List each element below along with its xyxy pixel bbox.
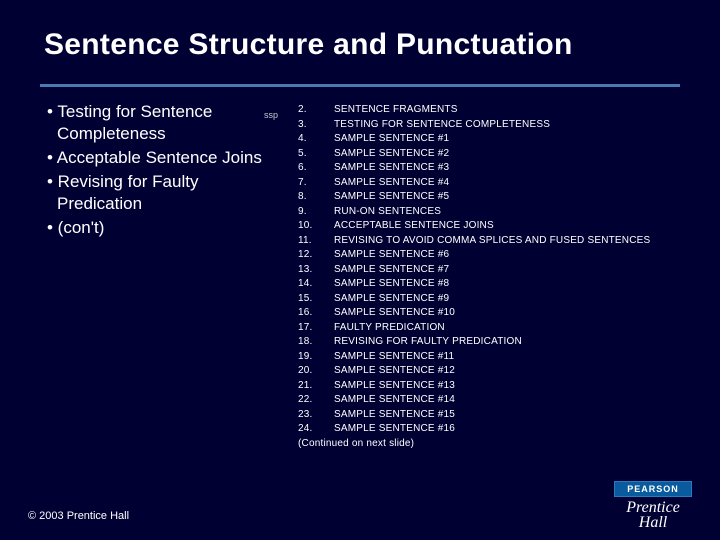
outline-row: 8.SAMPLE SENTENCE #5 — [298, 190, 650, 205]
outline-number: 20. — [298, 364, 334, 379]
outline-row: 22.SAMPLE SENTENCE #14 — [298, 393, 650, 408]
outline-number: 24. — [298, 422, 334, 437]
outline-row: 6.SAMPLE SENTENCE #3 — [298, 161, 650, 176]
bullet-item: • (con't) — [44, 217, 262, 239]
outline-list: 2.SENTENCE FRAGMENTS3.TESTING FOR SENTEN… — [262, 101, 650, 449]
outline-number: 10. — [298, 219, 334, 234]
outline-text: SAMPLE SENTENCE #9 — [334, 292, 449, 307]
bullet-item: • Testing for Sentence Completeness — [44, 101, 262, 145]
outline-row: 24.SAMPLE SENTENCE #16 — [298, 422, 650, 437]
outline-number: 23. — [298, 408, 334, 423]
logo-line: Prentice — [614, 500, 692, 515]
outline-text: TESTING FOR SENTENCE COMPLETENESS — [334, 118, 550, 133]
outline-row: 3.TESTING FOR SENTENCE COMPLETENESS — [298, 118, 650, 133]
outline-text: SAMPLE SENTENCE #7 — [334, 263, 449, 278]
ssp-label: ssp — [264, 110, 278, 120]
outline-row: 13.SAMPLE SENTENCE #7 — [298, 263, 650, 278]
outline-text: SAMPLE SENTENCE #14 — [334, 393, 455, 408]
outline-text: SAMPLE SENTENCE #5 — [334, 190, 449, 205]
outline-row: 23.SAMPLE SENTENCE #15 — [298, 408, 650, 423]
outline-text: SAMPLE SENTENCE #6 — [334, 248, 449, 263]
outline-row: 7.SAMPLE SENTENCE #4 — [298, 176, 650, 191]
outline-row: 12.SAMPLE SENTENCE #6 — [298, 248, 650, 263]
outline-number: 19. — [298, 350, 334, 365]
outline-number: 9. — [298, 205, 334, 220]
outline-row: 18.REVISING FOR FAULTY PREDICATION — [298, 335, 650, 350]
outline-number: 6. — [298, 161, 334, 176]
logo-imprint: Prentice Hall — [614, 497, 692, 530]
copyright-text: © 2003 Prentice Hall — [28, 510, 129, 522]
logo-brand: PEARSON — [614, 481, 692, 497]
outline-number: 16. — [298, 306, 334, 321]
bullet-list: • Testing for Sentence Completeness • Ac… — [44, 101, 262, 449]
outline-number: 14. — [298, 277, 334, 292]
outline-text: RUN-ON SENTENCES — [334, 205, 441, 220]
outline-number: 15. — [298, 292, 334, 307]
outline-text: REVISING TO AVOID COMMA SPLICES AND FUSE… — [334, 234, 650, 249]
outline-text: SENTENCE FRAGMENTS — [334, 103, 458, 118]
outline-row: 20.SAMPLE SENTENCE #12 — [298, 364, 650, 379]
bullet-item: • Revising for Faulty Predication — [44, 171, 262, 215]
outline-text: FAULTY PREDICATION — [334, 321, 445, 336]
outline-text: SAMPLE SENTENCE #4 — [334, 176, 449, 191]
outline-text: SAMPLE SENTENCE #13 — [334, 379, 455, 394]
outline-text: SAMPLE SENTENCE #1 — [334, 132, 449, 147]
outline-text: ACCEPTABLE SENTENCE JOINS — [334, 219, 494, 234]
outline-number: 2. — [298, 103, 334, 118]
outline-text: REVISING FOR FAULTY PREDICATION — [334, 335, 522, 350]
continued-note: (Continued on next slide) — [298, 437, 650, 449]
outline-number: 22. — [298, 393, 334, 408]
outline-number: 7. — [298, 176, 334, 191]
bullet-item: • Acceptable Sentence Joins — [44, 147, 262, 169]
outline-row: 9.RUN-ON SENTENCES — [298, 205, 650, 220]
outline-number: 11. — [298, 234, 334, 249]
outline-text: SAMPLE SENTENCE #3 — [334, 161, 449, 176]
pearson-logo: PEARSON Prentice Hall — [614, 481, 692, 530]
outline-text: SAMPLE SENTENCE #16 — [334, 422, 455, 437]
outline-number: 17. — [298, 321, 334, 336]
outline-row: 5.SAMPLE SENTENCE #2 — [298, 147, 650, 162]
outline-text: SAMPLE SENTENCE #2 — [334, 147, 449, 162]
outline-number: 8. — [298, 190, 334, 205]
outline-row: 4.SAMPLE SENTENCE #1 — [298, 132, 650, 147]
outline-row: 2.SENTENCE FRAGMENTS — [298, 103, 650, 118]
outline-number: 4. — [298, 132, 334, 147]
outline-row: 10.ACCEPTABLE SENTENCE JOINS — [298, 219, 650, 234]
content-area: • Testing for Sentence Completeness • Ac… — [0, 87, 720, 449]
outline-row: 16.SAMPLE SENTENCE #10 — [298, 306, 650, 321]
outline-text: SAMPLE SENTENCE #8 — [334, 277, 449, 292]
logo-line: Hall — [614, 515, 692, 530]
outline-row: 11.REVISING TO AVOID COMMA SPLICES AND F… — [298, 234, 650, 249]
outline-row: 14.SAMPLE SENTENCE #8 — [298, 277, 650, 292]
outline-number: 3. — [298, 118, 334, 133]
outline-text: SAMPLE SENTENCE #12 — [334, 364, 455, 379]
outline-row: 21.SAMPLE SENTENCE #13 — [298, 379, 650, 394]
outline-text: SAMPLE SENTENCE #15 — [334, 408, 455, 423]
outline-number: 12. — [298, 248, 334, 263]
outline-text: SAMPLE SENTENCE #10 — [334, 306, 455, 321]
outline-row: 17.FAULTY PREDICATION — [298, 321, 650, 336]
outline-number: 18. — [298, 335, 334, 350]
outline-number: 5. — [298, 147, 334, 162]
slide-title: Sentence Structure and Punctuation — [0, 0, 720, 62]
outline-row: 19.SAMPLE SENTENCE #11 — [298, 350, 650, 365]
outline-text: SAMPLE SENTENCE #11 — [334, 350, 454, 365]
outline-number: 13. — [298, 263, 334, 278]
outline-number: 21. — [298, 379, 334, 394]
outline-row: 15.SAMPLE SENTENCE #9 — [298, 292, 650, 307]
